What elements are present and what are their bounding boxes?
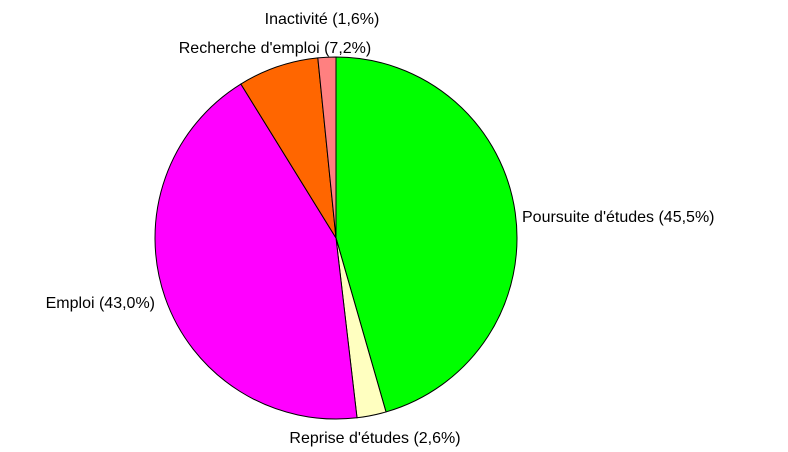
slice-label: Inactivité (1,6%) xyxy=(265,11,380,28)
slice-label: Poursuite d'études (45,5%) xyxy=(522,209,715,226)
pie-slice xyxy=(154,83,358,420)
slice-label: Recherche d'emploi (7,2%) xyxy=(179,40,371,57)
pie xyxy=(154,56,518,420)
pie-slice xyxy=(317,56,337,239)
slice-label: Emploi (43,0%) xyxy=(46,295,155,312)
pie-slice xyxy=(335,56,518,413)
slice-label: Reprise d'études (2,6%) xyxy=(289,430,460,447)
